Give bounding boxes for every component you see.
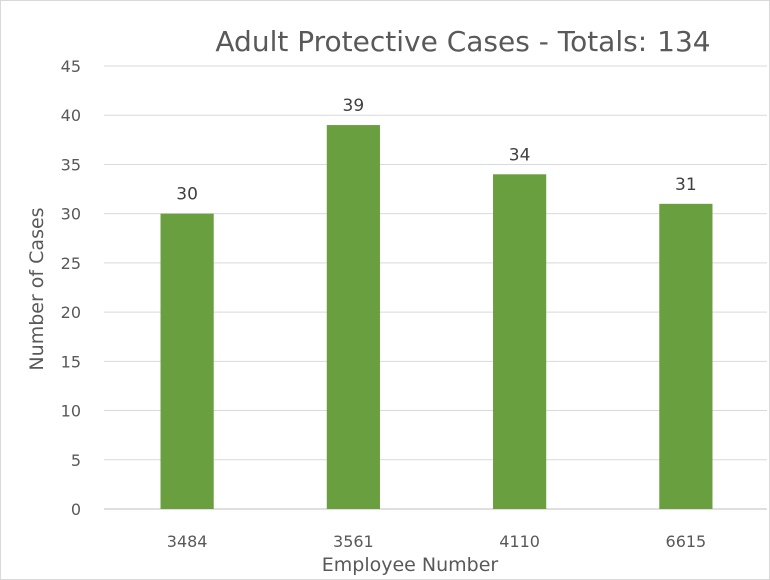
data-label-4110: 34 <box>509 145 531 165</box>
data-labels: 30 39 34 31 <box>176 96 696 205</box>
x-tick-label-3561: 3561 <box>333 532 374 551</box>
chart-title-total: 134 <box>657 25 710 58</box>
x-axis-ticks: 3484 3561 4110 6615 <box>167 532 706 551</box>
y-tick-label-35: 35 <box>61 155 81 174</box>
chart-title-text: Adult Protective Cases - Totals: <box>215 25 647 58</box>
chart-title: Adult Protective Cases - Totals: 134 <box>215 25 710 58</box>
gridlines <box>104 65 767 510</box>
y-tick-label-10: 10 <box>61 402 81 421</box>
bar-6615 <box>659 203 713 510</box>
y-axis-title: Number of Cases <box>26 207 48 370</box>
y-tick-label-0: 0 <box>71 500 81 519</box>
y-tick-label-40: 40 <box>61 106 81 125</box>
data-label-3561: 39 <box>343 96 365 116</box>
y-tick-label-5: 5 <box>71 451 81 470</box>
bar-3484 <box>160 213 214 509</box>
bars <box>160 125 713 510</box>
y-tick-label-20: 20 <box>61 303 81 322</box>
y-tick-label-30: 30 <box>61 205 81 224</box>
y-axis-ticks: 0 5 10 15 20 25 30 35 40 45 <box>61 57 81 519</box>
y-tick-label-15: 15 <box>61 352 81 371</box>
data-label-3484: 30 <box>176 185 198 205</box>
bar-3561 <box>326 125 380 510</box>
x-tick-label-4110: 4110 <box>499 532 540 551</box>
x-tick-label-6615: 6615 <box>666 532 707 551</box>
bar-4110 <box>493 174 547 510</box>
data-label-6615: 31 <box>675 175 697 195</box>
x-tick-label-3484: 3484 <box>167 532 208 551</box>
y-tick-label-25: 25 <box>61 254 81 273</box>
y-tick-label-45: 45 <box>61 57 81 76</box>
x-axis-title: Employee Number <box>322 554 499 576</box>
